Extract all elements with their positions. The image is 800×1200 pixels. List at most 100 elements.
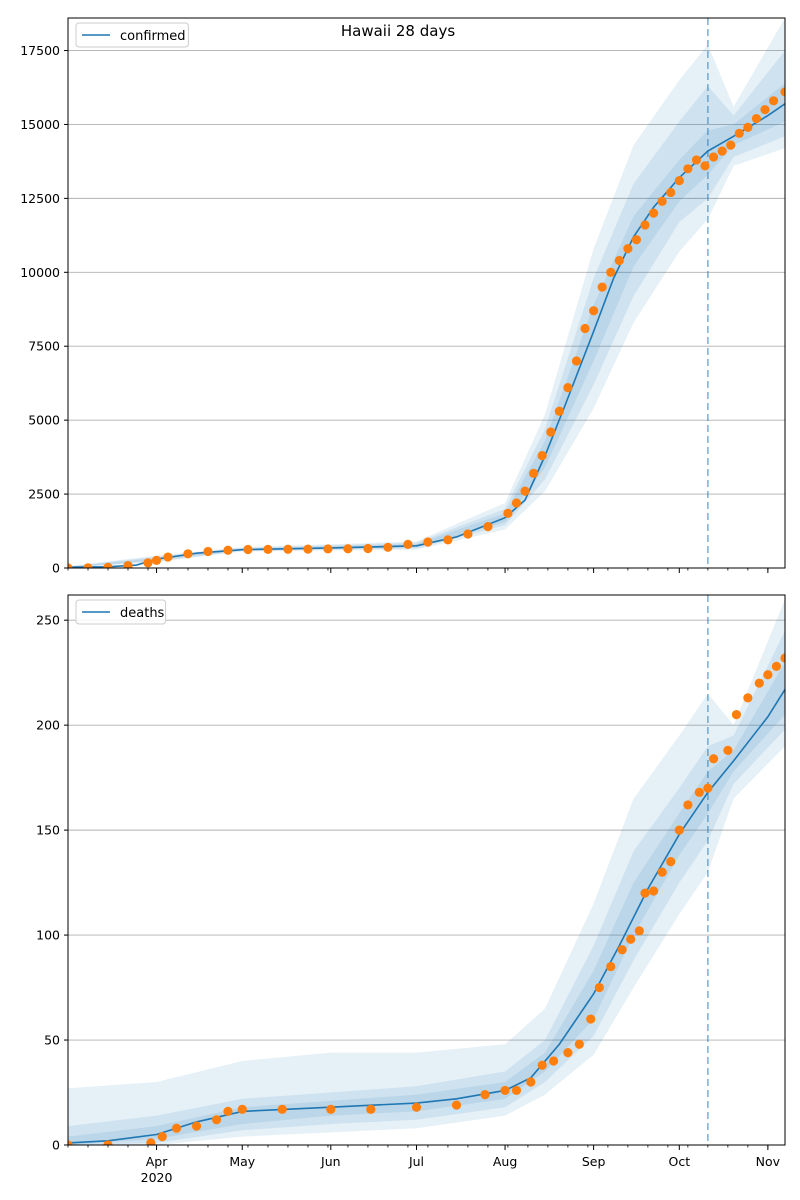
observed-point	[606, 267, 616, 277]
observed-point	[326, 1104, 336, 1114]
observed-point	[366, 1104, 376, 1114]
observed-point	[563, 1048, 573, 1058]
observed-point	[734, 128, 744, 138]
observed-point	[68, 1140, 73, 1145]
observed-point	[323, 544, 333, 554]
observed-point	[203, 546, 213, 557]
uncertainty-band	[68, 630, 785, 1145]
confirmed-panel: 0 2500 5000 7500 10000 12500 15000 17500 confirm…	[20, 17, 786, 576]
observed-point	[511, 498, 522, 508]
observed-point	[580, 323, 590, 334]
observed-point	[751, 113, 762, 124]
observed-point	[163, 552, 173, 562]
observed-point	[780, 87, 785, 97]
x-tick-label: Oct	[668, 1154, 690, 1169]
observed-point	[526, 1077, 536, 1087]
observed-point	[283, 544, 293, 554]
observed-point	[383, 542, 393, 552]
legend-label: deaths	[120, 606, 165, 621]
y-tick-label: 150	[36, 823, 60, 838]
observed-point	[546, 427, 556, 437]
observed-point	[529, 468, 539, 478]
legend-box	[75, 599, 167, 625]
observed-point	[640, 888, 650, 898]
observed-point	[623, 244, 633, 254]
x-tick-label: Apr	[146, 1154, 168, 1169]
plot-area	[68, 595, 785, 1145]
observed-point	[586, 1014, 596, 1024]
uncertainty-band	[68, 599, 785, 1145]
observed-point	[571, 356, 582, 366]
observed-point	[648, 208, 659, 218]
observed-point	[537, 1060, 547, 1070]
observed-point	[520, 486, 530, 496]
observed-point	[191, 1121, 202, 1131]
observed-point	[700, 161, 710, 171]
x-tick-label: Aug	[493, 1154, 517, 1169]
observed-point	[666, 187, 676, 198]
axes-frame	[67, 594, 786, 1146]
observed-point	[743, 693, 753, 703]
observed-point	[780, 653, 785, 663]
x-tick-sublabel: 2020	[141, 1170, 173, 1185]
observed-point	[463, 529, 473, 539]
observed-point	[614, 255, 624, 266]
plot-area	[68, 18, 785, 568]
observed-point	[657, 867, 667, 877]
observed-point	[146, 1138, 156, 1145]
observed-point	[594, 982, 604, 993]
observed-point	[503, 508, 513, 518]
y-tick-label: 15000	[20, 117, 60, 132]
y-tick-label: 2500	[28, 487, 60, 502]
observed-point	[674, 176, 684, 186]
uncertainty-band	[68, 18, 785, 568]
uncertainty-band	[68, 83, 785, 568]
y-tick-label: 100	[36, 928, 60, 943]
uncertainty-band	[68, 662, 785, 1145]
y-tick-label: 7500	[28, 339, 60, 354]
observed-point	[674, 825, 684, 835]
axes-frame	[67, 17, 786, 569]
observed-point	[631, 235, 642, 245]
observed-point	[237, 1104, 247, 1114]
observed-point	[443, 535, 453, 545]
observed-point	[500, 1085, 510, 1096]
model-median-line	[68, 103, 785, 568]
observed-point	[731, 710, 742, 720]
legend-label: confirmed	[120, 29, 186, 44]
observed-point	[549, 1056, 559, 1066]
y-tick-label: 10000	[20, 265, 60, 280]
observed-point	[574, 1039, 584, 1049]
observed-point	[263, 544, 273, 554]
observed-point	[363, 543, 373, 554]
observed-point	[68, 563, 73, 568]
observed-point	[423, 537, 433, 547]
observed-point	[343, 544, 353, 554]
observed-point	[726, 140, 736, 150]
observed-point	[657, 196, 667, 206]
observed-point	[763, 670, 773, 680]
observed-point	[537, 451, 547, 461]
observed-point	[760, 105, 770, 115]
observed-point	[103, 562, 113, 568]
observed-point	[617, 945, 627, 955]
observed-point	[708, 754, 719, 764]
x-tick-label: Nov	[756, 1154, 781, 1169]
y-tick-label: 12500	[20, 191, 60, 206]
x-tick-label: Sep	[582, 1154, 606, 1169]
observed-point	[648, 886, 659, 896]
observed-point	[683, 800, 693, 810]
observed-point	[480, 1090, 490, 1100]
y-tick-label: 0	[52, 1138, 60, 1153]
observed-point	[563, 383, 573, 393]
observed-point	[694, 787, 704, 797]
y-tick-label: 200	[36, 718, 60, 733]
observed-point	[754, 678, 764, 688]
observed-point	[123, 561, 133, 568]
observed-point	[103, 1140, 113, 1145]
x-tick-label: Jul	[408, 1154, 424, 1169]
observed-point	[606, 961, 616, 972]
observed-point	[223, 545, 233, 555]
y-tick-label: 250	[36, 613, 60, 628]
